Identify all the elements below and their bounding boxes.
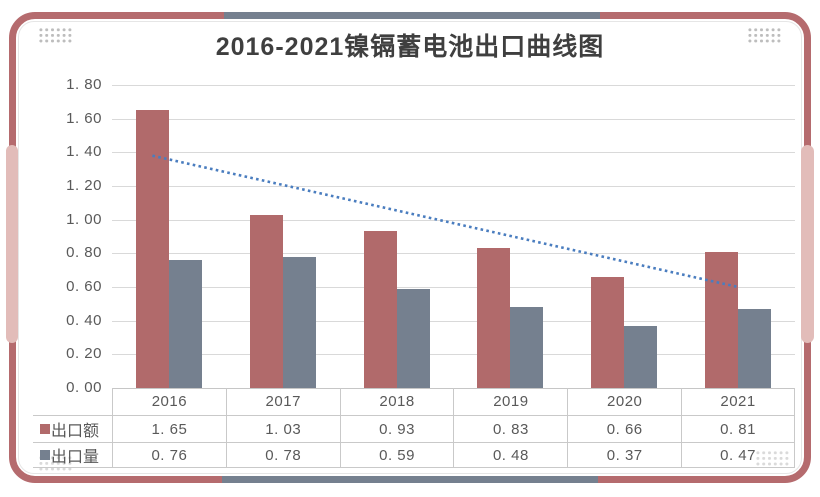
gridline <box>112 253 795 255</box>
bar-出口量-2017 <box>282 256 316 388</box>
gridline <box>112 219 795 221</box>
table-value-cell: 0. 47 <box>681 442 795 468</box>
bar-出口量-2021 <box>738 308 772 388</box>
bar-出口量-2018 <box>396 288 430 388</box>
table-year-header: 2020 <box>567 388 681 415</box>
y-tick-label: 1. 40 <box>66 143 102 161</box>
y-tick-label: 1. 80 <box>66 76 102 93</box>
y-tick-label: 0. 80 <box>66 244 102 262</box>
table-value-cell: 0. 76 <box>112 442 226 468</box>
gridline <box>112 118 795 120</box>
data-table: 2016 2017 2018 2019 2020 2021 出口额 1. 65 1. 03 0. … <box>33 388 795 468</box>
table-value-cell: 0. 66 <box>567 415 682 442</box>
table-legend-cell: 出口量 <box>33 442 112 468</box>
bar-出口量-2020 <box>624 325 658 388</box>
y-tick-label: 0. 60 <box>66 278 102 295</box>
table-legend-cell: 出口额 <box>33 415 112 442</box>
bottom-accent-bar <box>222 476 598 483</box>
bar-出口量-2016 <box>168 260 202 388</box>
legend-marker-square <box>40 424 50 434</box>
table-value-cell: 0. 48 <box>453 442 568 468</box>
table-year-header: 2019 <box>453 388 567 415</box>
y-tick-label: 1. 00 <box>66 210 102 228</box>
legend-label: 出口额 <box>51 423 100 440</box>
dot-grid-ornament <box>747 27 781 43</box>
table-value-cell: 0. 83 <box>453 415 568 442</box>
table-value-cell: 0. 78 <box>225 442 340 468</box>
gridline <box>112 320 795 322</box>
y-tick-label: 0. 40 <box>66 311 102 329</box>
legend-label: 出口量 <box>51 449 100 466</box>
gridline <box>112 354 795 356</box>
y-tick-label: 0. 20 <box>66 345 102 363</box>
right-pink-accent <box>801 145 814 343</box>
table-year-header: 2018 <box>339 388 454 415</box>
legend-marker-square <box>40 450 50 460</box>
left-pink-accent <box>6 145 18 343</box>
dot-grid-ornament <box>38 27 72 43</box>
bar-出口额-2021 <box>705 251 739 388</box>
y-tick-label: 1. 60 <box>66 109 102 127</box>
trendline <box>152 154 739 289</box>
bar-出口量-2019 <box>510 307 544 388</box>
table-value-cell: 0. 81 <box>681 415 795 442</box>
gridline <box>112 287 795 288</box>
table-year-header: 2016 <box>112 388 226 415</box>
table-year-header: 2017 <box>225 388 340 415</box>
table-year-header: 2021 <box>681 388 795 415</box>
bar-出口额-2017 <box>249 214 283 388</box>
gridline <box>112 152 795 154</box>
bar-出口额-2019 <box>477 248 511 388</box>
table-value-cell: 0. 37 <box>567 442 682 468</box>
table-value-cell: 0. 59 <box>339 442 454 468</box>
chart-title: 2016-2021镍镉蓄电池出口曲线图 <box>215 33 605 61</box>
y-tick-label: 0. 00 <box>66 379 102 396</box>
dot-grid-ornament <box>755 450 789 466</box>
top-accent-bar <box>224 12 600 19</box>
bar-出口额-2018 <box>363 231 397 388</box>
table-value-cell: 1. 65 <box>112 415 226 442</box>
table-value-cell: 1. 03 <box>225 415 340 442</box>
y-tick-label: 1. 20 <box>66 177 102 194</box>
table-value-cell: 0. 93 <box>339 415 454 442</box>
plot-area <box>112 85 795 389</box>
gridline <box>112 85 795 86</box>
gridline <box>112 186 795 187</box>
bar-出口额-2020 <box>591 276 625 388</box>
